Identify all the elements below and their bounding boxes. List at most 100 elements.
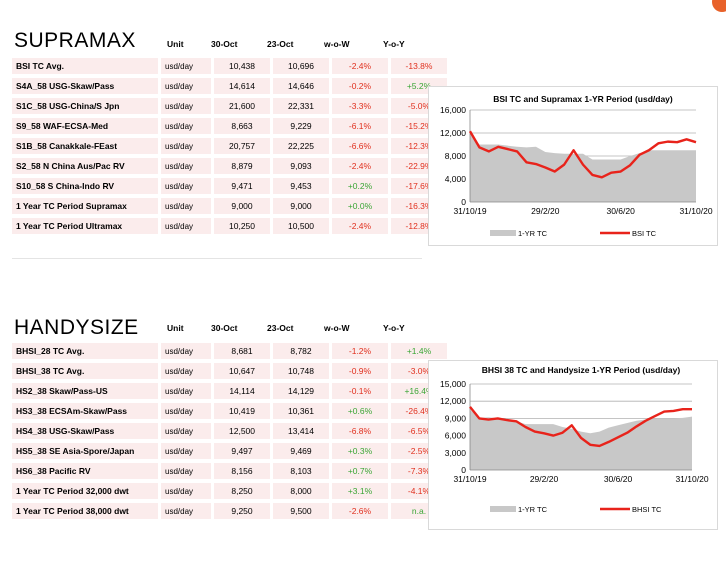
cell-gap	[158, 58, 161, 74]
col-yoy-header: Y-o-Y	[383, 39, 405, 49]
value-current: 14,614	[214, 78, 270, 94]
cell-gap	[388, 463, 391, 479]
cell-gap	[329, 343, 332, 359]
cell-gap	[388, 198, 391, 214]
cell-gap	[270, 463, 273, 479]
y-tick-label: 12,000	[440, 128, 466, 138]
cell-gap	[211, 118, 214, 134]
route-name: S10_58 S China-Indo RV	[12, 178, 158, 194]
cell-gap	[270, 78, 273, 94]
supramax-table: BSI TC Avg. usd/day 10,438 10,696 -2.4% -13.8…	[12, 54, 447, 238]
route-name: BHSI_28 TC Avg.	[12, 343, 158, 359]
cell-gap	[329, 158, 332, 174]
legend-label: BHSI TC	[632, 505, 662, 514]
unit-cell: usd/day	[161, 78, 211, 94]
cell-gap	[211, 98, 214, 114]
x-tick-label: 31/10/20	[675, 474, 708, 484]
unit-cell: usd/day	[161, 138, 211, 154]
unit-cell: usd/day	[161, 343, 211, 359]
unit-cell: usd/day	[161, 483, 211, 499]
legend-swatch-area	[490, 506, 516, 512]
cell-gap	[270, 58, 273, 74]
cell-gap	[158, 118, 161, 134]
x-tick-label: 30/6/20	[604, 474, 633, 484]
cell-gap	[388, 98, 391, 114]
line-series-bhsi-tc	[469, 406, 692, 448]
y-tick-label: 15,000	[440, 379, 466, 389]
col-wow-header: w-o-W	[324, 323, 350, 333]
cell-gap	[329, 138, 332, 154]
cell-gap	[270, 118, 273, 134]
unit-cell: usd/day	[161, 98, 211, 114]
cell-gap	[329, 443, 332, 459]
value-current: 8,879	[214, 158, 270, 174]
cell-gap	[158, 403, 161, 419]
corner-badge	[712, 0, 726, 12]
value-current: 8,250	[214, 483, 270, 499]
value-previous: 13,414	[273, 423, 329, 439]
value-current: 10,647	[214, 363, 270, 379]
col-yoy-header: Y-o-Y	[383, 323, 405, 333]
unit-cell: usd/day	[161, 443, 211, 459]
cell-gap	[270, 483, 273, 499]
route-name: 1 Year TC Period 38,000 dwt	[12, 503, 158, 519]
cell-gap	[329, 218, 332, 234]
unit-cell: usd/day	[161, 58, 211, 74]
cell-gap	[158, 198, 161, 214]
unit-cell: usd/day	[161, 503, 211, 519]
route-name: S4A_58 USG-Skaw/Pass	[12, 78, 158, 94]
col-date1-header: 30-Oct	[211, 39, 238, 49]
cell-gap	[329, 403, 332, 419]
table-row: 1 Year TC Period 38,000 dwt usd/day 9,250 9…	[12, 503, 447, 519]
cell-gap	[388, 503, 391, 519]
value-current: 9,471	[214, 178, 270, 194]
area-series-1yr-tc	[470, 133, 696, 202]
table-row: S4A_58 USG-Skaw/Pass usd/day 14,614 14,646-…	[12, 78, 447, 94]
cell-gap	[329, 463, 332, 479]
cell-gap	[158, 98, 161, 114]
cell-gap	[158, 78, 161, 94]
cell-gap	[329, 363, 332, 379]
cell-gap	[211, 503, 214, 519]
cell-gap	[158, 383, 161, 399]
cell-gap	[158, 343, 161, 359]
cell-gap	[329, 58, 332, 74]
table-row: HS2_38 Skaw/Pass-US usd/day 14,114 14,129 -0…	[12, 383, 447, 399]
value-previous: 9,469	[273, 443, 329, 459]
cell-gap	[329, 78, 332, 94]
value-previous: 14,646	[273, 78, 329, 94]
value-previous: 9,229	[273, 118, 329, 134]
unit-cell: usd/day	[161, 363, 211, 379]
cell-gap	[388, 158, 391, 174]
x-tick-label: 31/10/20	[679, 206, 712, 216]
cell-gap	[329, 198, 332, 214]
cell-gap	[270, 503, 273, 519]
value-previous: 10,696	[273, 58, 329, 74]
cell-gap	[211, 198, 214, 214]
wow-change: -6.6%	[332, 138, 388, 154]
legend-swatch-area	[490, 230, 516, 236]
table-row: S1B_58 Canakkale-FEast usd/day 20,757 22,22…	[12, 138, 447, 154]
value-previous: 9,000	[273, 198, 329, 214]
cell-gap	[211, 58, 214, 74]
cell-gap	[388, 443, 391, 459]
cell-gap	[329, 383, 332, 399]
route-name: S2_58 N China Aus/Pac RV	[12, 158, 158, 174]
table-row: S2_58 N China Aus/Pac RV usd/day 8,879 9,09…	[12, 158, 447, 174]
cell-gap	[329, 118, 332, 134]
value-previous: 22,331	[273, 98, 329, 114]
cell-gap	[158, 423, 161, 439]
col-unit-header: Unit	[167, 323, 184, 333]
wow-change: -6.8%	[332, 423, 388, 439]
route-name: 1 Year TC Period Ultramax	[12, 218, 158, 234]
table-row: HS6_38 Pacific RV usd/day 8,156 8,103 +0.7% -…	[12, 463, 447, 479]
value-current: 21,600	[214, 98, 270, 114]
y-tick-label: 16,000	[440, 105, 466, 115]
cell-gap	[158, 503, 161, 519]
value-current: 12,500	[214, 423, 270, 439]
y-tick-label: 4,000	[445, 174, 467, 184]
unit-cell: usd/day	[161, 158, 211, 174]
cell-gap	[270, 343, 273, 359]
cell-gap	[211, 363, 214, 379]
cell-gap	[270, 198, 273, 214]
